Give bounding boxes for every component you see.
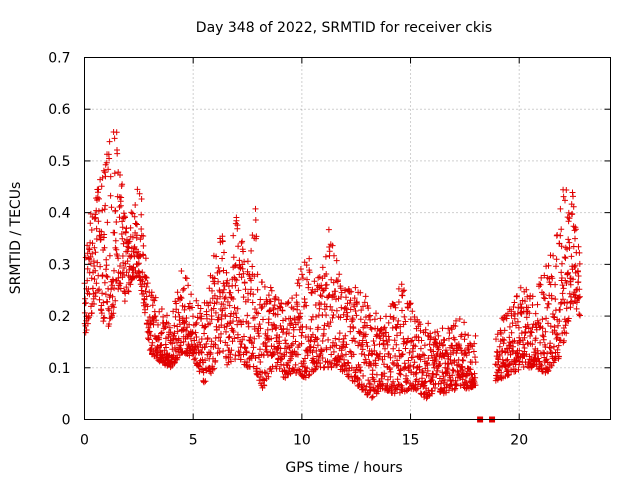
x-axis-label: GPS time / hours <box>285 460 402 476</box>
x-tick-label: 15 <box>402 433 420 449</box>
y-tick-label: 0.2 <box>48 309 70 325</box>
y-tick-label: 0 <box>62 413 71 429</box>
data-points <box>81 129 583 402</box>
y-tick-label: 0.1 <box>48 361 70 377</box>
plot-frame <box>84 57 611 420</box>
x-tick-label: 5 <box>189 433 198 449</box>
x-tick-labels: 0 5 10 15 20 <box>80 433 528 449</box>
y-tick-label: 0.7 <box>48 51 70 67</box>
y-tick-label: 0.5 <box>48 154 70 170</box>
y-tick-label: 0.3 <box>48 257 70 273</box>
x-tick-label: 10 <box>293 433 311 449</box>
grid-lines <box>84 57 611 420</box>
x-tick-label: 20 <box>510 433 528 449</box>
y-tick-label: 0.6 <box>48 102 70 118</box>
y-tick-label: 0.4 <box>48 206 70 222</box>
y-axis-label: SRMTID / TECUs <box>8 182 24 295</box>
x-tick-label: 0 <box>80 433 89 449</box>
chart-title: Day 348 of 2022, SRMTID for receiver cki… <box>196 20 492 36</box>
srmtid-point-marks <box>81 129 583 402</box>
y-tick-labels: 0 0.1 0.2 0.3 0.4 0.5 0.6 0.7 <box>48 51 70 429</box>
